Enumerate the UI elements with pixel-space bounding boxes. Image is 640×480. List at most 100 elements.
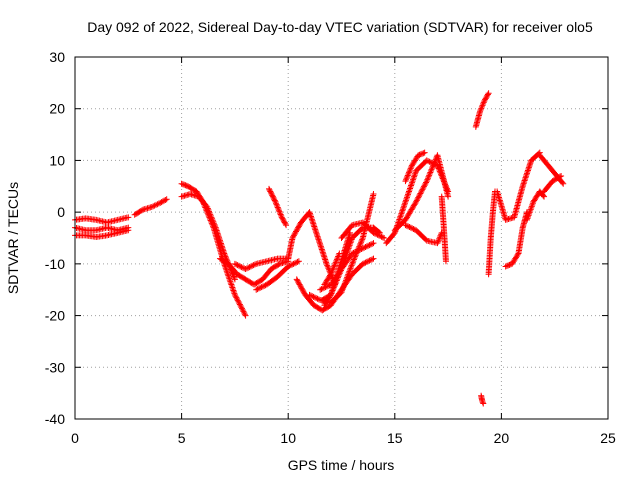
data-point	[269, 193, 276, 200]
y-axis-label: SDTVAR / TECUs	[5, 182, 21, 294]
data-point	[345, 271, 352, 278]
data-point	[556, 173, 563, 180]
data-point	[479, 399, 486, 406]
data-point	[363, 243, 370, 250]
data-point	[358, 239, 365, 246]
plot-frame	[74, 56, 609, 420]
data-point	[224, 271, 231, 278]
data-point	[410, 225, 417, 232]
data-point	[318, 286, 325, 293]
data-point	[367, 241, 374, 248]
data-point	[435, 238, 442, 245]
data-point	[390, 230, 397, 237]
data-point	[239, 305, 246, 312]
data-point	[230, 273, 237, 280]
data-point	[257, 284, 264, 291]
data-point	[375, 232, 382, 239]
data-point	[408, 181, 415, 188]
data-point	[276, 208, 283, 215]
data-point	[400, 203, 407, 210]
data-point	[406, 186, 413, 193]
data-point	[343, 275, 350, 282]
data-point	[503, 262, 510, 269]
data-point	[161, 197, 168, 204]
series-arc6	[178, 191, 238, 283]
data-point	[330, 265, 337, 272]
data-point	[400, 204, 407, 211]
data-point	[410, 176, 417, 183]
data-point	[350, 256, 357, 263]
data-point	[412, 200, 419, 207]
data-point	[325, 282, 332, 289]
data-point	[359, 236, 366, 243]
series-arc10	[266, 185, 290, 229]
data-point	[246, 264, 253, 271]
data-point	[345, 246, 352, 253]
data-point	[423, 179, 430, 186]
data-point	[275, 207, 282, 214]
data-point	[358, 225, 365, 232]
data-point	[231, 276, 238, 283]
data-point	[298, 285, 305, 292]
data-point	[241, 309, 248, 316]
data-point	[335, 253, 342, 260]
data-point	[261, 282, 268, 289]
data-point	[317, 286, 324, 293]
data-point	[293, 276, 300, 283]
data-point	[328, 269, 335, 276]
data-point	[211, 221, 218, 228]
data-point	[417, 151, 424, 158]
data-point	[181, 181, 188, 188]
data-point	[398, 210, 405, 217]
data-point	[278, 212, 285, 219]
data-point	[414, 196, 421, 203]
data-point	[311, 294, 318, 301]
tick-label-layer: 0 5 10 15 20 25 30 20 10 0 -10 -20 -30 -40	[45, 49, 616, 446]
data-point	[239, 307, 246, 314]
data-point	[416, 191, 423, 198]
data-point	[275, 205, 282, 212]
data-point	[407, 184, 414, 191]
data-point	[292, 229, 299, 236]
data-point	[236, 300, 243, 307]
data-point	[415, 194, 422, 201]
data-point	[345, 269, 352, 276]
data-point	[477, 106, 484, 113]
data-point	[418, 189, 425, 196]
data-point	[295, 223, 302, 230]
chart-title: Day 092 of 2022, Sidereal Day-to-day VTE…	[87, 19, 593, 35]
data-point	[403, 175, 410, 182]
series-arc20	[391, 152, 452, 234]
data-point	[226, 277, 233, 284]
data-point	[369, 256, 376, 263]
data-point	[231, 260, 238, 267]
data-point	[423, 157, 430, 164]
data-point	[335, 251, 342, 258]
data-point	[231, 290, 238, 297]
data-point	[330, 286, 337, 293]
data-point	[425, 173, 432, 180]
data-point	[236, 301, 243, 308]
data-point	[178, 180, 185, 187]
data-point	[242, 312, 249, 319]
data-point	[528, 204, 535, 211]
data-point	[378, 233, 385, 240]
data-point	[153, 201, 160, 208]
data-point	[357, 240, 364, 247]
data-point	[228, 281, 235, 288]
data-point	[413, 197, 420, 204]
data-point	[341, 281, 348, 288]
data-point	[163, 196, 170, 203]
data-point	[154, 201, 161, 208]
data-point	[239, 264, 246, 271]
data-point	[281, 219, 288, 226]
x-tick-label: 5	[178, 430, 186, 446]
data-point	[379, 234, 386, 241]
data-point	[405, 171, 412, 178]
data-point	[370, 255, 377, 262]
data-point	[399, 207, 406, 214]
y-tick-label: -40	[45, 411, 65, 427]
series-arc21	[402, 222, 445, 247]
data-point	[407, 165, 414, 172]
series-arc26	[485, 188, 499, 278]
